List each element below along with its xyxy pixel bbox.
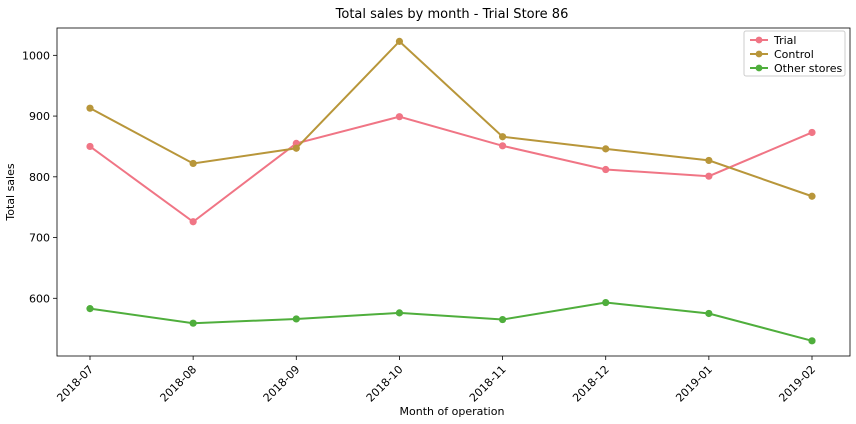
- data-point: [189, 319, 197, 327]
- data-point: [189, 159, 197, 168]
- data-point: [498, 315, 507, 324]
- x-tick-label: 2019-02: [776, 363, 818, 405]
- x-axis-label: Month of operation: [400, 405, 505, 418]
- y-tick-label: 900: [29, 110, 50, 123]
- data-point: [86, 305, 94, 313]
- data-point: [602, 145, 610, 153]
- series-trial: [86, 113, 816, 226]
- legend-item: Trial: [750, 34, 796, 47]
- x-tick-label: 2018-09: [261, 363, 303, 405]
- legend-item: Control: [750, 48, 814, 61]
- data-point: [705, 156, 713, 165]
- x-axis: 2018-07 2018-08 2018-09 2018-10 2018-11 2018-…: [54, 356, 818, 405]
- x-tick-label: 2018-08: [158, 363, 200, 405]
- series-other-stores: [86, 298, 816, 345]
- plot-area: [56, 27, 851, 357]
- data-point: [292, 315, 300, 323]
- data-point: [808, 128, 816, 137]
- series-layer: [86, 37, 816, 345]
- y-axis-label: Total sales: [4, 163, 17, 221]
- y-tick-label: 600: [29, 292, 50, 305]
- legend-label: Trial: [773, 34, 796, 47]
- legend-swatch-marker: [755, 36, 763, 44]
- data-point: [705, 309, 713, 318]
- x-tick-label: 2018-07: [54, 363, 96, 405]
- chart-title: Total sales by month - Trial Store 86: [335, 7, 569, 22]
- legend-box: [743, 30, 846, 77]
- legend-swatch-marker: [755, 64, 763, 72]
- y-axis: 600 700 800 900 1000: [22, 49, 57, 305]
- legend-swatch-marker: [755, 50, 763, 58]
- y-tick-label: 700: [29, 232, 50, 245]
- series-line: [89, 39, 813, 198]
- series-line: [89, 115, 813, 224]
- data-point: [808, 337, 816, 345]
- y-tick-label: 800: [29, 171, 50, 184]
- data-point: [395, 37, 404, 45]
- legend-label: Control: [774, 48, 814, 61]
- x-tick-label: 2019-01: [673, 363, 715, 405]
- x-tick-label: 2018-11: [467, 363, 509, 405]
- series-line: [89, 301, 813, 342]
- legend-label: Other stores: [774, 62, 843, 75]
- data-point: [498, 142, 507, 150]
- data-point: [395, 309, 404, 317]
- data-point: [86, 142, 94, 151]
- data-point: [86, 104, 94, 112]
- data-point: [602, 165, 610, 174]
- data-point: [705, 172, 713, 180]
- data-point: [602, 298, 610, 307]
- data-point: [498, 133, 507, 141]
- data-point: [808, 192, 816, 200]
- y-tick-label: 1000: [22, 49, 50, 62]
- data-point: [292, 144, 300, 152]
- x-tick-label: 2018-12: [570, 363, 612, 405]
- series-control: [86, 37, 816, 200]
- data-point: [395, 113, 404, 121]
- legend-item: Other stores: [750, 62, 843, 75]
- data-point: [189, 218, 197, 226]
- x-tick-label: 2018-10: [364, 363, 406, 405]
